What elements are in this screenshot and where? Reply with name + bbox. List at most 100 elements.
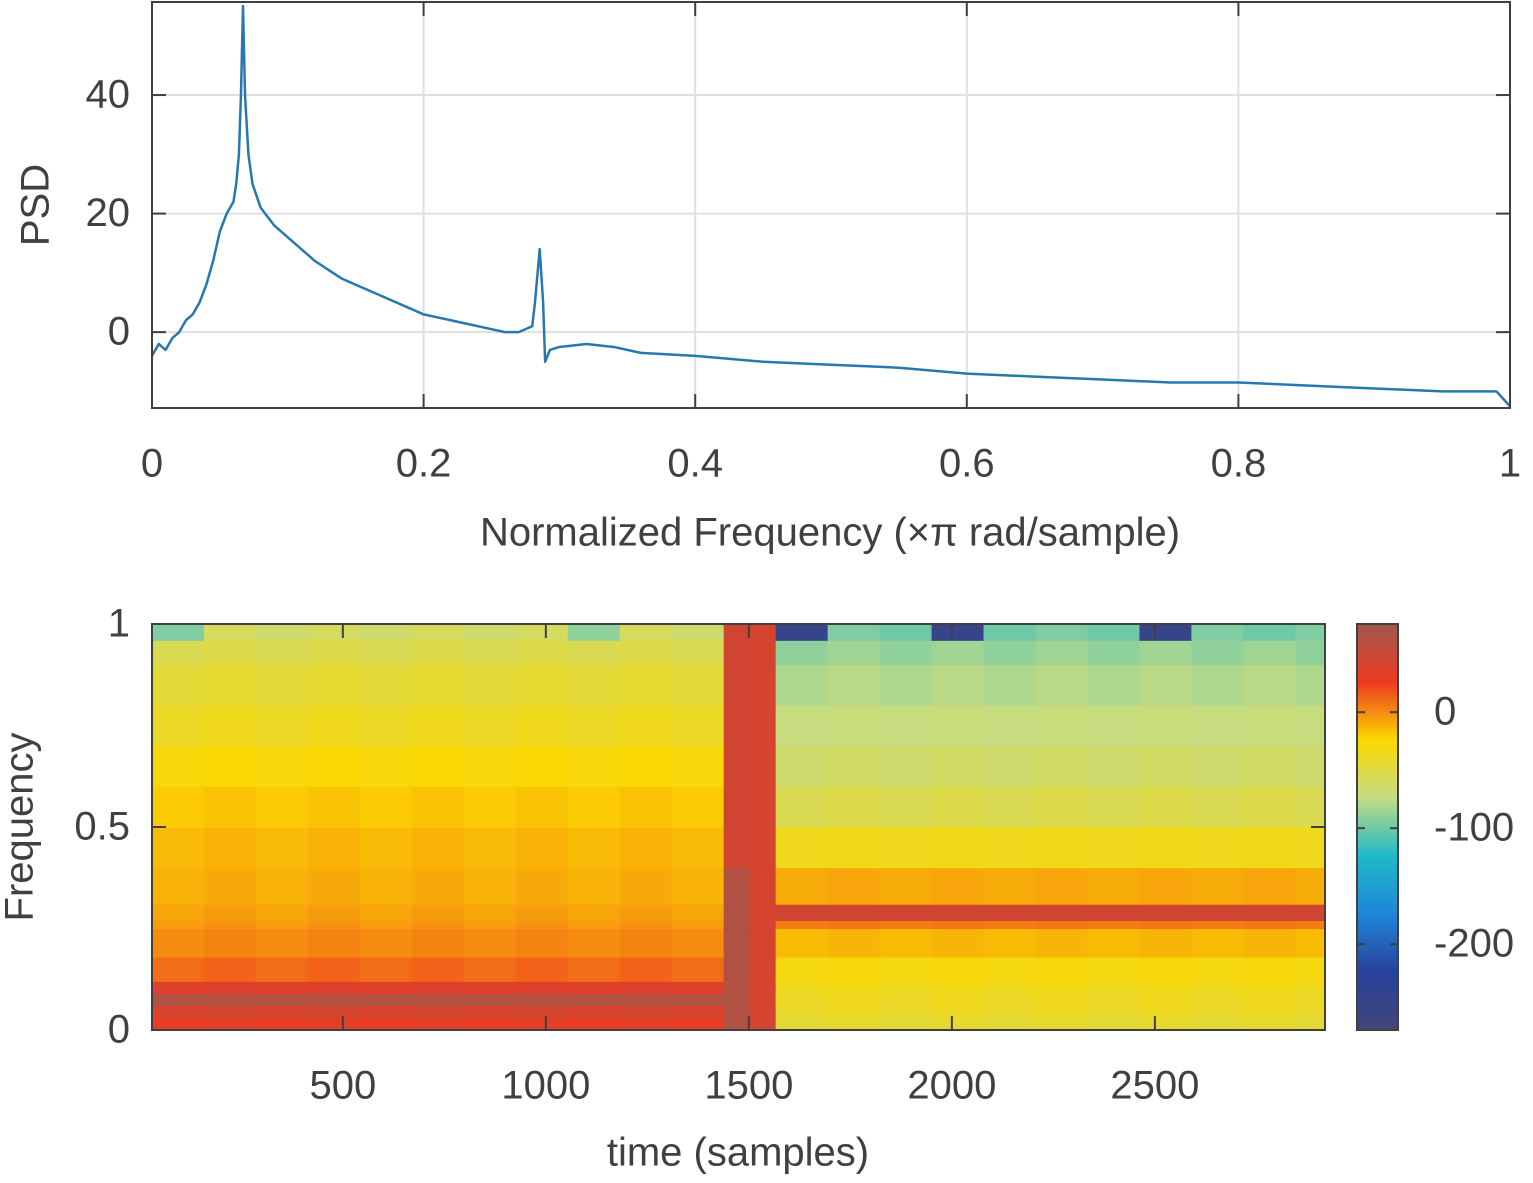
heatmap-cell <box>1035 786 1089 828</box>
heatmap-cell <box>879 640 933 666</box>
heatmap-cell <box>515 640 569 666</box>
heatmap-cell <box>463 827 517 869</box>
heatmap-cell <box>931 1017 985 1031</box>
heatmap-cell <box>983 827 1037 869</box>
heatmap-cell <box>1139 705 1193 747</box>
heatmap-cell <box>723 745 751 787</box>
heatmap-cell <box>827 745 881 787</box>
heatmap-cell <box>307 827 361 869</box>
heatmap-cell <box>1087 993 1141 1007</box>
heatmap-cell <box>1243 956 1296 982</box>
heatmap-cell <box>152 904 205 921</box>
heatmap-cell <box>515 928 569 958</box>
heatmap-cell <box>515 981 569 995</box>
axes-frame <box>151 623 1326 1031</box>
heatmap-cell <box>619 904 673 921</box>
heatmap-cell <box>463 786 517 828</box>
heatmap-cell <box>619 827 673 869</box>
heatmap-cell <box>1295 904 1326 921</box>
heatmap-cell <box>1035 956 1089 982</box>
heatmap-cell <box>1087 705 1141 747</box>
heatmap-cell <box>775 981 829 995</box>
heatmap-cell <box>463 640 517 666</box>
heatmap-cell <box>749 664 777 706</box>
heatmap-cell <box>775 624 829 641</box>
heatmap-cell <box>1191 640 1244 666</box>
heatmap-cell <box>1243 928 1296 958</box>
heatmap-cell <box>255 624 309 641</box>
heatmap-cell <box>723 1005 751 1019</box>
x-tick-label: 2000 <box>907 1064 996 1108</box>
heatmap-cell <box>307 640 361 666</box>
heatmap-cell <box>1139 786 1193 828</box>
heatmap-cell <box>567 1005 621 1019</box>
heatmap-cell <box>515 920 569 930</box>
heatmap-cell <box>463 904 517 921</box>
heatmap-cell <box>775 1005 829 1019</box>
heatmap-cell <box>983 993 1037 1007</box>
heatmap-cell <box>1139 624 1193 641</box>
heatmap-cell <box>749 867 777 905</box>
heatmap-cell <box>1191 745 1244 787</box>
heatmap-cell <box>255 928 309 958</box>
heatmap-cell <box>515 1017 569 1031</box>
heatmap-cell <box>463 920 517 930</box>
heatmap-cell <box>203 920 257 930</box>
heatmap-cell <box>1191 993 1244 1007</box>
y-axis-label: Frequency <box>0 733 42 922</box>
heatmap-cell <box>827 1017 881 1031</box>
heatmap-cell <box>359 867 413 905</box>
heatmap-cell <box>1035 1005 1089 1019</box>
heatmap-cell <box>359 928 413 958</box>
heatmap-cell <box>359 904 413 921</box>
heatmap-cell <box>879 786 933 828</box>
heatmap-cell <box>515 904 569 921</box>
heatmap-cell <box>515 664 569 706</box>
heatmap-cell <box>983 981 1037 995</box>
heatmap-cell <box>983 1005 1037 1019</box>
heatmap-cell <box>671 705 725 747</box>
heatmap-cell <box>1087 624 1141 641</box>
heatmap-cell <box>307 956 361 982</box>
heatmap-cell <box>1087 786 1141 828</box>
heatmap-cell <box>1139 1005 1193 1019</box>
heatmap-cell <box>152 956 205 982</box>
heatmap-cell <box>307 981 361 995</box>
heatmap-cell <box>203 624 257 641</box>
heatmap-cell <box>1087 664 1141 706</box>
heatmap-cell <box>515 745 569 787</box>
heatmap-cell <box>1295 640 1326 666</box>
heatmap-cell <box>411 1005 465 1019</box>
heatmap-cell <box>983 928 1037 958</box>
heatmap-cell <box>619 1017 673 1031</box>
heatmap-cell <box>411 956 465 982</box>
heatmap-cell <box>983 956 1037 982</box>
heatmap-cell <box>775 867 829 905</box>
heatmap-cell <box>359 920 413 930</box>
heatmap-cell <box>411 745 465 787</box>
heatmap-cell <box>1243 981 1296 995</box>
heatmap-cell <box>411 664 465 706</box>
heatmap-cell <box>463 956 517 982</box>
heatmap-cell <box>1191 928 1244 958</box>
heatmap-cell <box>1139 664 1193 706</box>
heatmap-cell <box>1295 624 1326 641</box>
heatmap-cell <box>515 993 569 1007</box>
heatmap-cell <box>671 786 725 828</box>
heatmap-cell <box>671 904 725 921</box>
heatmap-cell <box>567 1017 621 1031</box>
heatmap-cell <box>983 624 1037 641</box>
heatmap-cell <box>359 993 413 1007</box>
heatmap-cell <box>879 705 933 747</box>
heatmap-cell <box>879 904 933 921</box>
heatmap-cell <box>879 664 933 706</box>
heatmap-cell <box>1243 705 1296 747</box>
heatmap-cell <box>775 640 829 666</box>
heatmap-cell <box>619 745 673 787</box>
heatmap-cell <box>749 640 777 666</box>
heatmap-cell <box>983 920 1037 930</box>
heatmap-cell <box>152 867 205 905</box>
heatmap-cell <box>152 993 205 1007</box>
x-tick-label: 0.6 <box>939 442 995 486</box>
heatmap-cell <box>567 928 621 958</box>
